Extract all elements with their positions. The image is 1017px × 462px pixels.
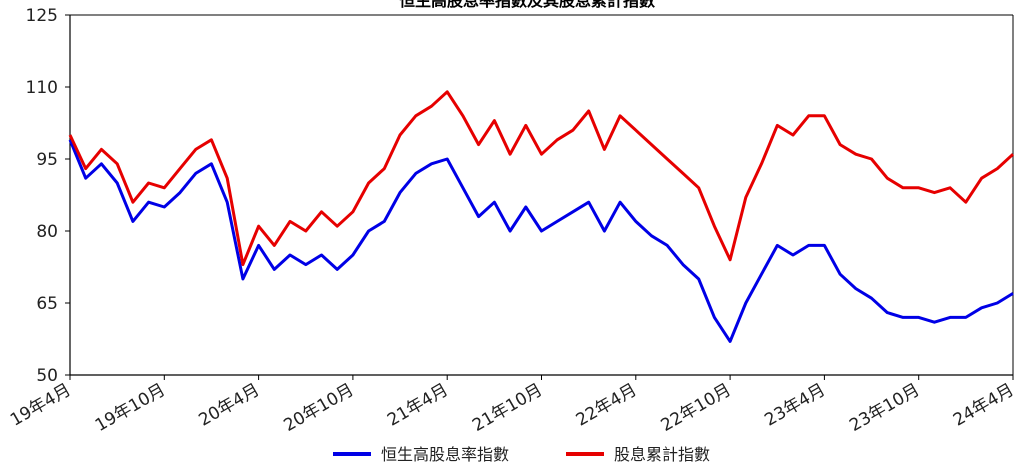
y-tick-label: 125 <box>26 6 58 26</box>
legend-label-0: 恒生高股息率指數 <box>381 445 509 462</box>
x-tick-label: 20年10月 <box>280 380 357 436</box>
y-tick-label: 110 <box>26 78 58 98</box>
x-tick-label: 20年4月 <box>196 380 264 431</box>
x-tick-label: 22年4月 <box>573 380 641 431</box>
x-tick-label: 19年4月 <box>7 380 75 431</box>
y-tick-label: 65 <box>36 294 58 314</box>
x-tick-label: 24年4月 <box>950 380 1017 431</box>
series-line-1 <box>68 90 1015 267</box>
x-tick-label: 23年4月 <box>761 380 829 431</box>
x-tick-label: 22年10月 <box>658 380 735 436</box>
y-tick-label: 50 <box>36 366 58 386</box>
legend: 恒生高股息率指數 股息累計指數 <box>333 445 710 462</box>
x-tick-label: 21年4月 <box>384 380 452 431</box>
x-tick-label: 21年10月 <box>469 380 546 436</box>
legend-label-1: 股息累計指數 <box>614 445 710 462</box>
y-tick-label: 80 <box>36 222 58 242</box>
series-line-0 <box>68 139 1014 343</box>
series-lines <box>68 90 1015 343</box>
x-tick-label: 19年10月 <box>92 380 169 436</box>
chart-title: 恒生高股息率指數及其股息累計指數 <box>399 0 655 10</box>
x-tick-label: 23年10月 <box>846 380 923 436</box>
y-tick-label: 95 <box>36 150 58 170</box>
axes: 50 65 80 95 110 125 19年4月 19年10月 20年4月 20年10月 21年4… <box>7 6 1017 436</box>
